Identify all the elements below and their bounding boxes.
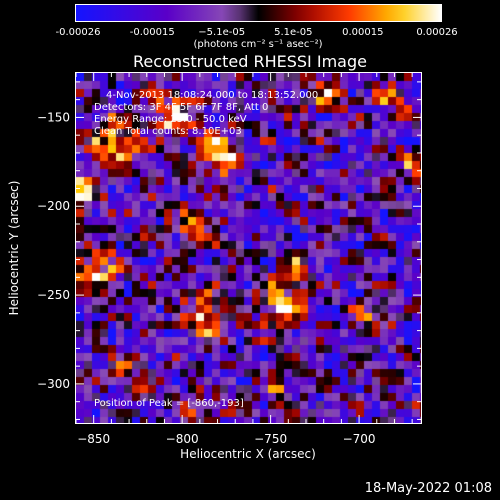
colorbar-ticks: -0.00026 -0.00015 −5.1e-05 5.1e-05 0.00015 0.… bbox=[0, 0, 500, 60]
annotation-energy-range: Energy Range: 25.0 - 50.0 keV bbox=[94, 114, 247, 125]
y-tick-label: −300 bbox=[37, 377, 70, 391]
annotation-detectors: Detectors: 3F 4F 5F 6F 7F 8F, Att 0 bbox=[94, 102, 269, 113]
x-tick-label: −700 bbox=[343, 432, 376, 446]
x-axis-label: Heliocentric X (arcsec) bbox=[180, 447, 316, 461]
heatmap-image bbox=[76, 73, 421, 423]
colorbar-tick-label: -0.00026 bbox=[55, 27, 101, 38]
y-tick-label: −150 bbox=[37, 110, 70, 124]
x-tick-label: −850 bbox=[77, 432, 110, 446]
colorbar-tick-label: -0.00015 bbox=[129, 27, 175, 38]
colorbar-tick-label: 5.1e-05 bbox=[274, 27, 313, 38]
annotation-time-range: 4-Nov-2013 18:08:24.000 to 18:13:52.000 bbox=[106, 90, 319, 101]
annotation-peak-position: Position of Peak = [-860,-193] bbox=[94, 398, 244, 409]
timestamp: 18-May-2022 01:08 bbox=[364, 481, 492, 496]
colorbar-tick-label: −5.1e-05 bbox=[198, 27, 246, 38]
annotation-clean-counts: Clean Total counts: 8.10E+03 bbox=[94, 126, 242, 137]
colorbar-tick-label: 0.00026 bbox=[416, 27, 458, 38]
chart-title: Reconstructed RHESSI Image bbox=[133, 52, 367, 71]
y-tick-label: −250 bbox=[37, 288, 70, 302]
colorbar-units: (photons cm⁻² s⁻¹ asec⁻²) bbox=[193, 39, 323, 50]
x-tick-label: −800 bbox=[166, 432, 199, 446]
y-axis-label: Heliocentric Y (arcsec) bbox=[7, 180, 21, 316]
colorbar bbox=[75, 4, 442, 22]
plot-area: 4-Nov-2013 18:08:24.000 to 18:13:52.000 … bbox=[75, 72, 422, 424]
y-tick-label: −200 bbox=[37, 199, 70, 213]
x-tick-label: −750 bbox=[254, 432, 287, 446]
colorbar-tick-label: 0.00015 bbox=[342, 27, 384, 38]
